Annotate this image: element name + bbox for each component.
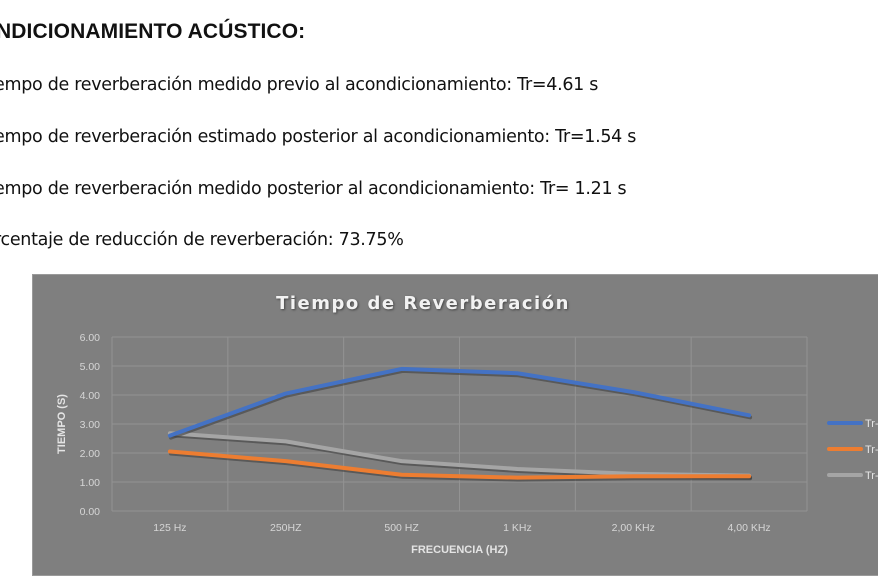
- series-shadow: [168, 433, 753, 480]
- y-tick-label: 2.00: [80, 448, 101, 460]
- y-tick-label: 1.00: [80, 477, 101, 489]
- y-tick-label: 3.00: [80, 419, 101, 431]
- y-axis-title: TIEMPO (S): [56, 394, 68, 454]
- x-tick-label: 250HZ: [270, 522, 302, 534]
- x-tick-label: 125 Hz: [153, 522, 186, 534]
- series-line: [167, 431, 752, 478]
- legend-label: Tr-: [865, 470, 878, 482]
- text-line-measured-before: empo de reverberación medido previo al a…: [0, 75, 599, 95]
- x-axis-title: FRECUENCIA (HZ): [411, 544, 508, 556]
- legend-label: Tr-: [865, 444, 878, 456]
- y-tick-label: 0.00: [80, 506, 101, 518]
- reverberation-chart: Tiempo de Reverberación 0.00 1.00 2.00 3.00…: [32, 274, 878, 576]
- text-line-reduction-percentage: rcentaje de reducción de reverberación: …: [0, 230, 404, 250]
- y-tick-label: 6.00: [80, 332, 101, 344]
- series-line: [167, 449, 752, 480]
- x-tick-label: 1 KHz: [503, 522, 532, 534]
- x-tick-label: 4,00 KHz: [727, 522, 770, 534]
- section-heading: NDICIONAMIENTO ACÚSTICO:: [0, 20, 306, 43]
- series-line: [167, 366, 752, 438]
- x-tick-label: 500 HZ: [384, 522, 419, 534]
- x-tick-label: 2,00 KHz: [612, 522, 655, 534]
- text-line-measured-after: empo de reverberación medido posterior a…: [0, 179, 627, 199]
- chart-plot: 0.00 1.00 2.00 3.00 4.00 5.00 6.00 125 Hz 250HZ 5…: [56, 332, 878, 556]
- legend-label: Tr-: [865, 418, 878, 430]
- text-line-estimated-after: empo de reverberación estimado posterior…: [0, 127, 637, 147]
- chart-title: Tiempo de Reverberación: [276, 293, 570, 314]
- y-tick-label: 5.00: [80, 361, 101, 373]
- y-tick-label: 4.00: [80, 390, 101, 402]
